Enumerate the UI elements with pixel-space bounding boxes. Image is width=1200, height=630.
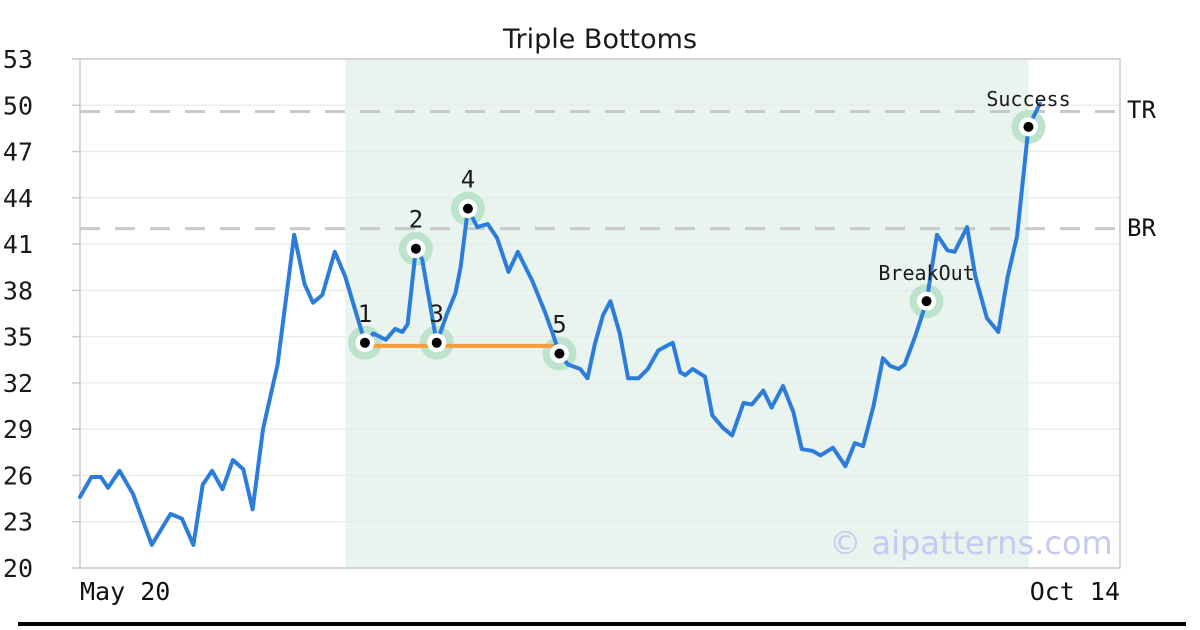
breakout-level-label: BR: [1127, 213, 1156, 242]
marker-dot: [462, 203, 473, 214]
marker-label-4: 4: [461, 166, 475, 194]
marker-dot: [359, 337, 370, 348]
x-tick-label-end: Oct 14: [1029, 577, 1120, 606]
x-tick-label-start: May 20: [80, 577, 171, 606]
marker-dot: [921, 296, 932, 307]
y-tick-label: 20: [3, 554, 33, 583]
chart-title: Triple Bottoms: [502, 24, 698, 55]
y-tick-label: 53: [3, 45, 33, 74]
marker-dot: [554, 348, 565, 359]
y-tick-label: 32: [3, 369, 33, 398]
y-tick-label: 47: [3, 138, 33, 167]
pattern-shade-region: [345, 59, 1029, 568]
marker-label-breakout: BreakOut: [878, 261, 974, 285]
footer-rule: [18, 622, 1186, 626]
marker-dot: [431, 337, 442, 348]
y-tick-label: 26: [3, 461, 33, 490]
marker-dot: [1023, 121, 1034, 132]
y-tick-label: 44: [3, 184, 33, 213]
y-tick-label: 29: [3, 415, 33, 444]
marker-label-3: 3: [429, 300, 443, 328]
y-tick-label: 50: [3, 91, 33, 120]
marker-label-success: Success: [986, 87, 1070, 111]
marker-dot: [410, 243, 421, 254]
plot-border: [79, 58, 1121, 569]
marker-label-2: 2: [409, 206, 423, 234]
y-tick-label: 35: [3, 323, 33, 352]
y-tick-label: 23: [3, 508, 33, 537]
watermark: © aipatterns.com: [829, 524, 1113, 562]
price-line: [78, 101, 1042, 547]
marker-label-5: 5: [552, 311, 566, 339]
y-tick-label: 41: [3, 230, 33, 259]
marker-label-1: 1: [358, 300, 372, 328]
target-level-label: TR: [1127, 96, 1156, 125]
y-tick-label: 38: [3, 276, 33, 305]
